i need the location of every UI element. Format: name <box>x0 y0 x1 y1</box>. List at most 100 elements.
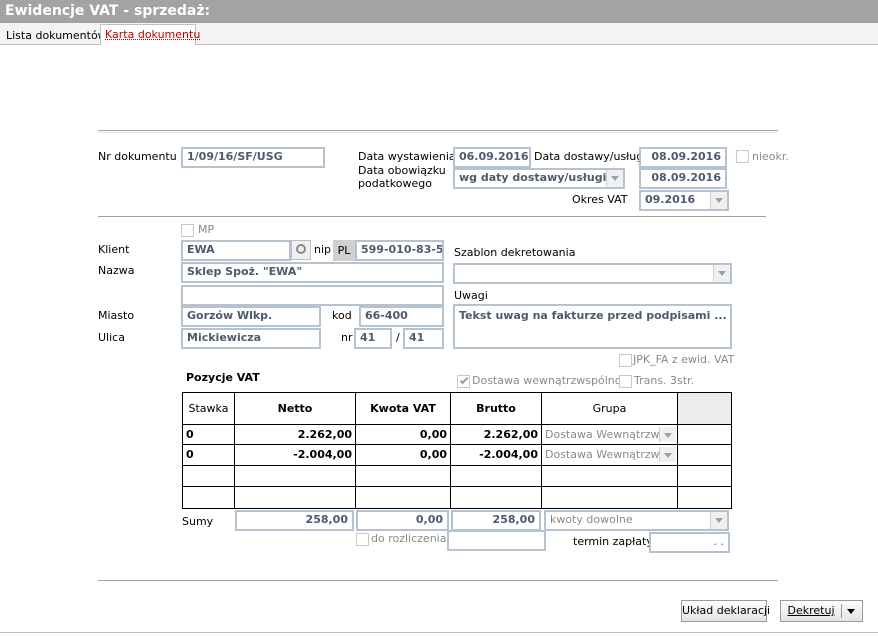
search-button[interactable] <box>291 240 311 260</box>
label: podatkowego <box>358 177 432 190</box>
grupa-sum[interactable]: kwoty dowolne <box>544 510 729 531</box>
data-obowiazku-select[interactable]: wg daty dostawy/usługi <box>453 168 625 189</box>
label: Szablon dekretowania <box>454 246 576 259</box>
dropdown-arrow[interactable] <box>659 447 676 462</box>
trans-checkbox[interactable] <box>619 375 632 388</box>
label: Pozycje VAT <box>186 371 260 384</box>
title-bar: Ewidencje VAT - sprzedaż: <box>0 0 878 23</box>
dropdown-arrow[interactable] <box>710 192 727 209</box>
mp-checkbox[interactable] <box>181 224 194 237</box>
label: Klient <box>98 243 130 256</box>
table-cell[interactable] <box>451 466 542 487</box>
nieokr-checkbox[interactable] <box>736 150 749 163</box>
szablon-select[interactable] <box>453 263 732 284</box>
lokal[interactable]: 41 <box>403 328 444 349</box>
separator <box>98 580 778 581</box>
table-cell[interactable] <box>451 487 542 509</box>
button-separator <box>841 604 842 618</box>
label: do rozliczenia <box>371 532 447 545</box>
button-label: Dekretuj <box>787 604 835 617</box>
nr[interactable]: 41 <box>354 328 392 349</box>
suma-brutto[interactable]: 258,00 <box>451 510 541 531</box>
label: JPK_FA z ewid. VAT <box>633 353 735 366</box>
table-cell[interactable]: 0 <box>183 425 235 445</box>
label: Sumy <box>182 515 214 528</box>
dropdown-arrow[interactable] <box>659 427 676 442</box>
table-cell[interactable]: -2.004,00 <box>451 445 542 466</box>
table-cell[interactable] <box>678 487 732 509</box>
label: / <box>396 331 400 344</box>
nip[interactable]: 599-010-83-53 <box>355 240 444 261</box>
table-cell[interactable] <box>542 487 678 509</box>
tab[interactable]: Lista dokumentów <box>6 29 107 42</box>
nazwa-line-2[interactable] <box>181 285 444 306</box>
header-filler <box>678 393 732 425</box>
tab-bar: Lista dokumentów Karta dokumentu <box>0 23 878 45</box>
suma-vat[interactable]: 0,00 <box>356 510 449 531</box>
dostawa-checkbox[interactable] <box>457 375 470 388</box>
table-cell[interactable] <box>235 487 356 509</box>
kod[interactable]: 66-400 <box>359 306 444 327</box>
klient[interactable]: EWA <box>181 240 291 261</box>
data-obowiazku[interactable]: 08.09.2016 <box>639 168 727 189</box>
label: Nr dokumentu <box>98 150 177 163</box>
data-dostawy[interactable]: 08.09.2016 <box>639 147 727 168</box>
label: Trans. 3str. <box>634 374 695 387</box>
table-cell[interactable]: 0,00 <box>356 445 451 466</box>
column-header[interactable]: Netto <box>235 393 356 425</box>
table-cell[interactable] <box>183 487 235 509</box>
dropdown-arrow[interactable] <box>847 609 855 614</box>
table-cell[interactable] <box>235 466 356 487</box>
miasto[interactable]: Gorzów Wlkp. <box>181 306 321 327</box>
do-rozliczenia-field[interactable] <box>447 530 546 551</box>
search-icon <box>296 244 306 254</box>
do-rozliczenia-checkbox[interactable] <box>356 533 369 546</box>
table-cell[interactable]: 2.262,00 <box>451 425 542 445</box>
label: Data wystawienia <box>358 150 456 163</box>
label: nip <box>314 243 332 256</box>
table-cell[interactable]: Dostawa Wewnątrzwsp <box>542 445 678 466</box>
nip-prefix[interactable]: PL <box>333 240 355 261</box>
column-header[interactable]: Kwota VAT <box>356 393 451 425</box>
table-cell[interactable] <box>183 466 235 487</box>
jpk-checkbox[interactable] <box>619 354 632 367</box>
nazwa[interactable]: Sklep Spoż. "EWA" <box>181 262 444 283</box>
separator <box>98 216 766 217</box>
dropdown-arrow[interactable] <box>710 512 727 529</box>
button[interactable]: Układ deklaracji <box>681 600 770 622</box>
dropdown-arrow[interactable] <box>713 265 730 282</box>
table-cell[interactable] <box>542 466 678 487</box>
data-wystawienia[interactable]: 06.09.2016 <box>453 147 531 168</box>
vat-table: Stawka Netto Kwota VAT Brutto Grupa 0 2.262,00… <box>182 392 732 509</box>
column-header[interactable]: Grupa <box>542 393 678 425</box>
label: Ulica <box>98 331 125 344</box>
label: Dostawa wewnątrzwspólnoto <box>472 374 633 387</box>
termin-zaplaty[interactable]: . . <box>649 532 730 553</box>
dropdown-arrow[interactable] <box>606 170 623 187</box>
label: Okres VAT <box>572 193 628 206</box>
ulica[interactable]: Mickiewicza <box>181 328 321 349</box>
column-header[interactable]: Brutto <box>451 393 542 425</box>
table-cell[interactable] <box>678 425 732 445</box>
table-cell[interactable]: -2.004,00 <box>235 445 356 466</box>
button[interactable]: Dekretuj <box>780 600 863 622</box>
table-cell[interactable]: 0 <box>183 445 235 466</box>
label: Nazwa <box>98 264 135 277</box>
table-cell[interactable] <box>356 466 451 487</box>
table-cell[interactable]: Dostawa Wewnątrzwsp <box>542 425 678 445</box>
column-header[interactable]: Stawka <box>183 393 235 425</box>
table-cell[interactable] <box>356 487 451 509</box>
tab[interactable]: Karta dokumentu <box>100 24 200 45</box>
table-cell[interactable] <box>678 445 732 466</box>
nr-dokumentu[interactable]: 1/09/16/SF/USG <box>181 147 325 168</box>
window-title: Ewidencje VAT - sprzedaż: <box>5 3 211 19</box>
uwagi[interactable]: Tekst uwag na fakturze przed podpisami .… <box>453 304 732 349</box>
table-cell[interactable]: 2.262,00 <box>235 425 356 445</box>
table-cell[interactable]: 0,00 <box>356 425 451 445</box>
okres-vat[interactable]: 09.2016 <box>639 190 729 211</box>
checkmark <box>459 375 469 385</box>
suma-netto[interactable]: 258,00 <box>235 510 354 531</box>
label: nr <box>341 331 353 344</box>
table-cell[interactable] <box>678 466 732 487</box>
